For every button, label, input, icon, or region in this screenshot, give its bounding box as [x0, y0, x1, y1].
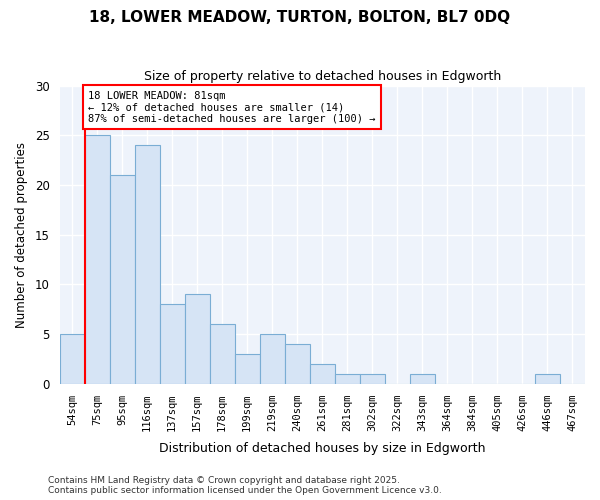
Bar — [335, 374, 360, 384]
Y-axis label: Number of detached properties: Number of detached properties — [15, 142, 28, 328]
Bar — [160, 304, 185, 384]
Bar — [85, 135, 110, 384]
Bar — [110, 175, 134, 384]
Title: Size of property relative to detached houses in Edgworth: Size of property relative to detached ho… — [143, 70, 501, 83]
X-axis label: Distribution of detached houses by size in Edgworth: Distribution of detached houses by size … — [159, 442, 485, 455]
Bar — [410, 374, 435, 384]
Bar — [209, 324, 235, 384]
Bar — [310, 364, 335, 384]
Bar — [285, 344, 310, 384]
Bar — [260, 334, 285, 384]
Bar — [185, 294, 209, 384]
Bar — [59, 334, 85, 384]
Bar — [235, 354, 260, 384]
Text: 18 LOWER MEADOW: 81sqm
← 12% of detached houses are smaller (14)
87% of semi-det: 18 LOWER MEADOW: 81sqm ← 12% of detached… — [88, 90, 376, 124]
Bar — [535, 374, 560, 384]
Text: 18, LOWER MEADOW, TURTON, BOLTON, BL7 0DQ: 18, LOWER MEADOW, TURTON, BOLTON, BL7 0D… — [89, 10, 511, 25]
Text: Contains HM Land Registry data © Crown copyright and database right 2025.
Contai: Contains HM Land Registry data © Crown c… — [48, 476, 442, 495]
Bar — [360, 374, 385, 384]
Bar — [134, 145, 160, 384]
